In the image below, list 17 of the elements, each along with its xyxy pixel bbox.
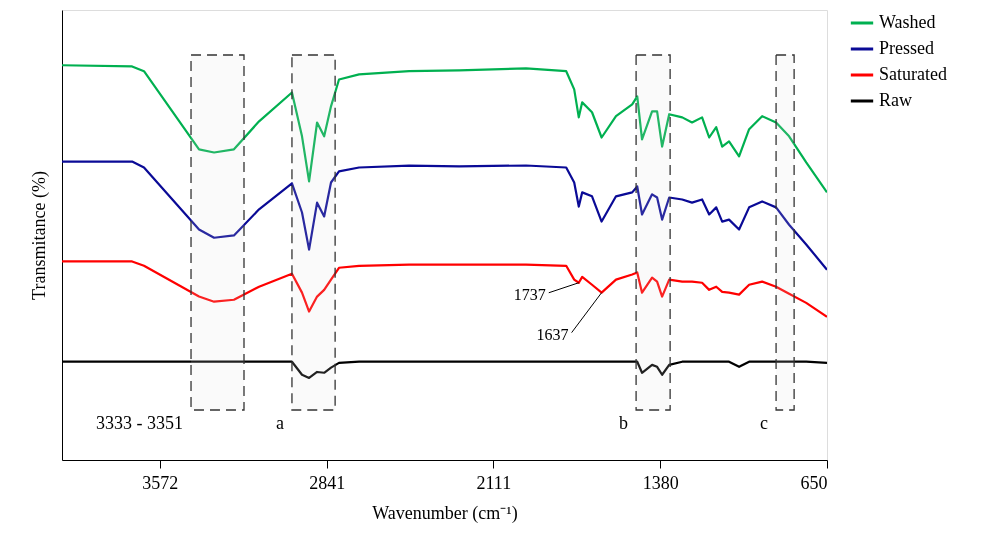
x-tick-label: 2841 bbox=[309, 472, 346, 493]
band-label: a bbox=[275, 413, 284, 433]
annotation: 1737 bbox=[513, 285, 546, 303]
band-label: c bbox=[760, 413, 769, 433]
legend-label: Washed bbox=[879, 12, 936, 32]
annotation: 1637 bbox=[536, 325, 569, 343]
x-tick-label: 2111 bbox=[476, 472, 512, 493]
legend-label: Raw bbox=[879, 90, 912, 110]
legend-label: Saturated bbox=[879, 64, 947, 84]
band-label: b bbox=[619, 413, 629, 433]
x-axis-title: Wavenumber (cm⁻¹) bbox=[372, 502, 518, 524]
legend-label: Pressed bbox=[879, 38, 934, 58]
y-axis-title: Transmitance (%) bbox=[28, 171, 50, 300]
x-tick-label: 3572 bbox=[142, 472, 179, 493]
band-label: 3333 - 3351 bbox=[96, 413, 184, 433]
x-tick-label: 650 bbox=[800, 472, 828, 493]
x-tick-label: 1380 bbox=[642, 472, 679, 493]
